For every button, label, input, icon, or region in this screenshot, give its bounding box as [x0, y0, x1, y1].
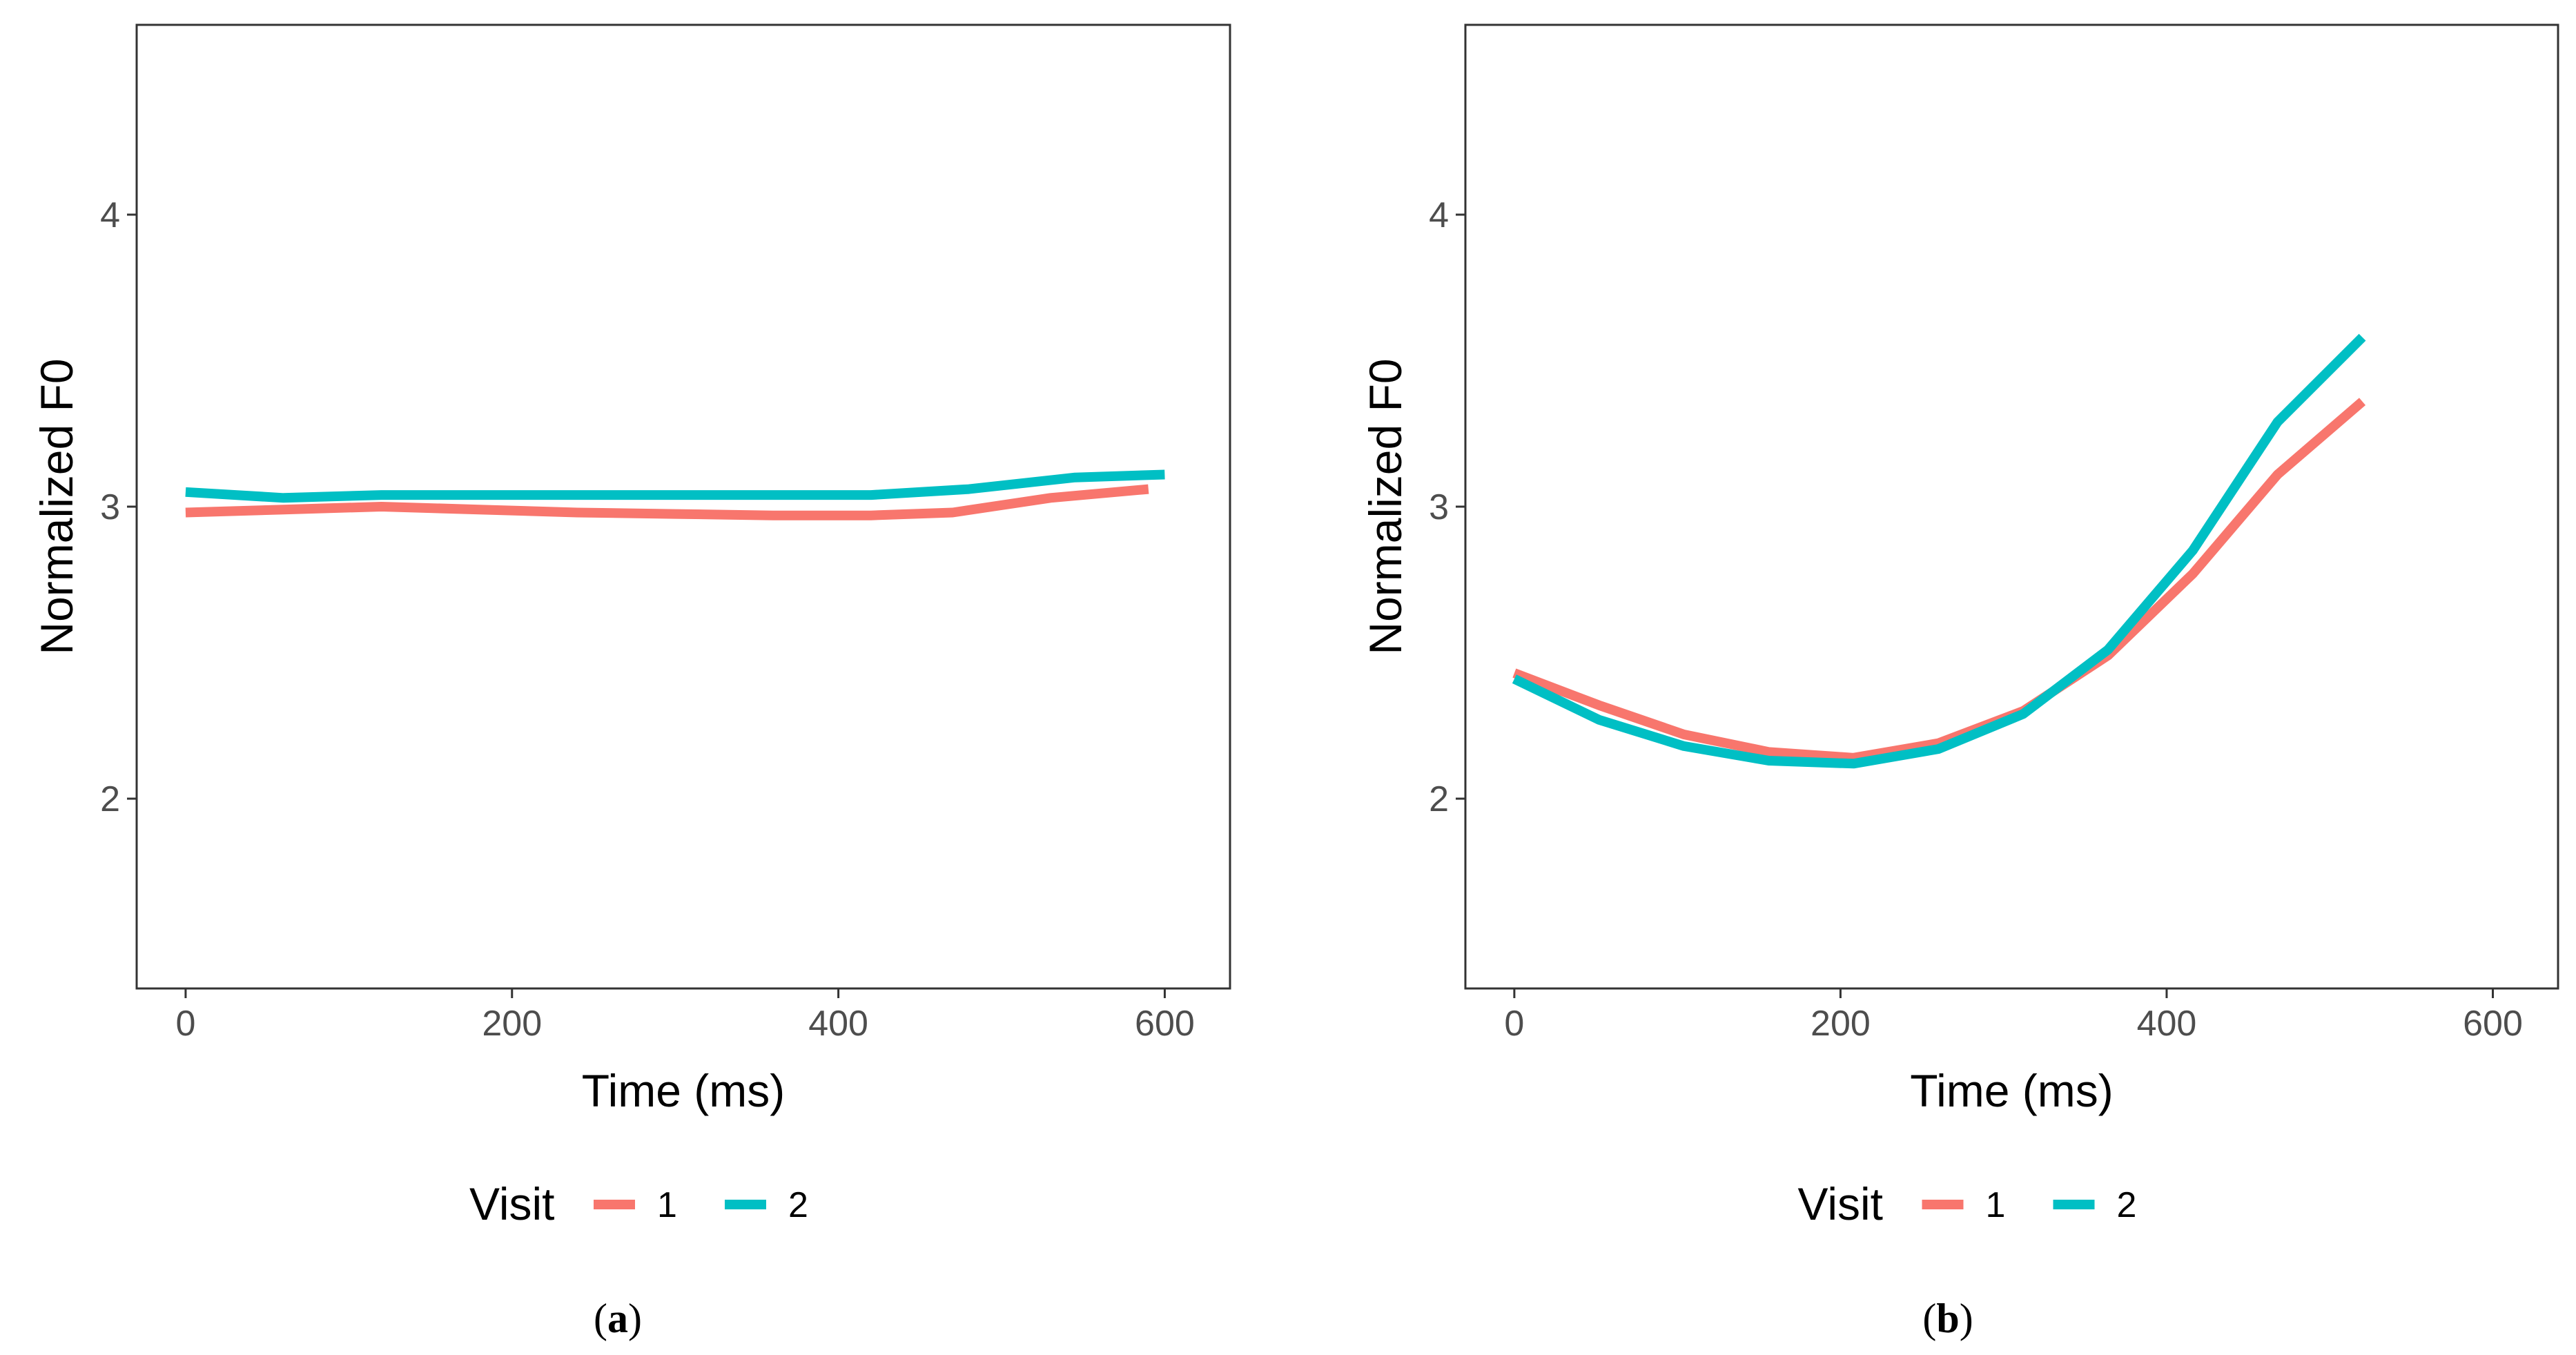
legend-label-visit-2: 2 [2117, 1185, 2137, 1225]
y-tick-label: 2 [1429, 779, 1449, 819]
series-line-visit-1 [1512, 398, 2366, 763]
legend-label-visit-2: 2 [788, 1185, 808, 1225]
series-line-visit-2 [1512, 333, 2366, 769]
y-tick-label: 3 [100, 487, 120, 527]
x-tick-label: 0 [175, 1004, 195, 1044]
panel-caption-letter: a [607, 1296, 628, 1341]
x-axis-title: Time (ms) [1910, 1065, 2114, 1116]
legend-title: Visit [469, 1178, 555, 1229]
x-tick-label: 0 [1504, 1004, 1524, 1044]
legend: Visit 1 2 [469, 1178, 808, 1229]
plot-frame [1464, 23, 2559, 990]
legend-title: Visit [1798, 1178, 1884, 1229]
y-tick-label: 3 [1429, 487, 1449, 527]
legend-label-visit-1: 1 [657, 1185, 677, 1225]
panel-caption: (b) [1922, 1296, 1973, 1341]
chart-panel-a: 2 3 4 0 200 400 600 Time (ms) Normalized F0 Visit… [31, 23, 1231, 1341]
x-tick-label: 600 [1135, 1004, 1195, 1044]
y-axis-title: Normalized F0 [31, 358, 82, 654]
legend-label-visit-1: 1 [1986, 1185, 2006, 1225]
panel-caption: (a) [594, 1296, 642, 1341]
series-line-visit-2 [185, 469, 1165, 503]
x-tick-label: 200 [482, 1004, 542, 1044]
x-tick-label: 400 [808, 1004, 868, 1044]
legend: Visit 1 2 [1798, 1178, 2137, 1229]
x-tick-label: 400 [2137, 1004, 2197, 1044]
y-tick-label: 4 [1429, 195, 1449, 235]
y-tick-label: 2 [100, 779, 120, 819]
series-line-visit-1 [185, 484, 1149, 520]
x-axis-title: Time (ms) [582, 1065, 786, 1116]
y-axis-title: Normalized F0 [1360, 358, 1411, 654]
x-tick-label: 600 [2463, 1004, 2523, 1044]
panel-caption-letter: b [1936, 1296, 1959, 1341]
chart-panel-b: 2 3 4 0 200 400 600 Time (ms) Normalized F0 Visit… [1360, 23, 2559, 1341]
y-tick-label: 4 [100, 195, 120, 235]
x-tick-label: 200 [1811, 1004, 1871, 1044]
